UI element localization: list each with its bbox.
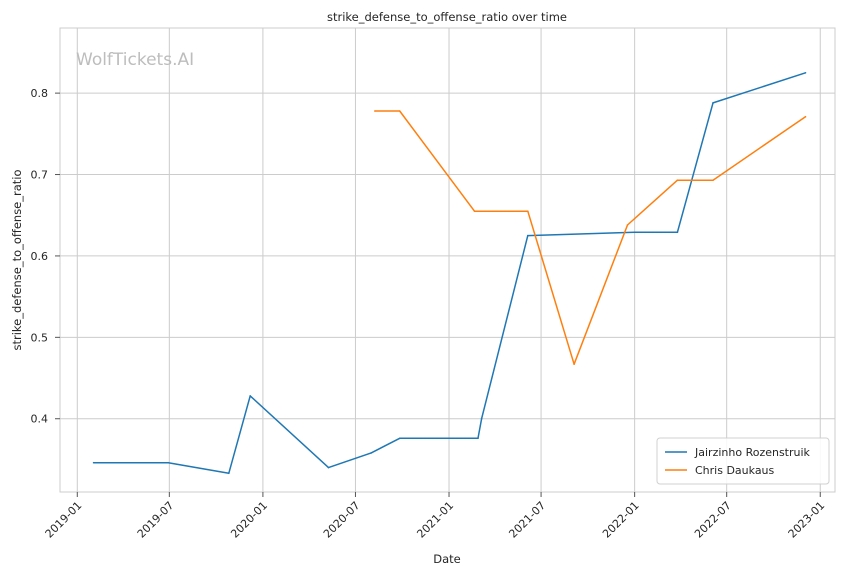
x-tick-label: 2022-07 [692,499,734,541]
data-point [633,231,636,234]
data-point [804,72,807,74]
data-point [167,461,170,464]
chart-title: strike_defense_to_offense_ratio over tim… [327,10,567,24]
data-point [626,224,629,226]
x-tick-label: 2021-07 [506,499,548,541]
legend-entry: Chris Daukaus [695,464,775,477]
series-line-1 [93,72,806,475]
data-point [398,437,401,440]
data-point [473,210,476,212]
data-point [374,110,376,112]
data-point [92,461,95,464]
y-tick-label: 0.4 [31,413,49,426]
y-tick-label: 0.8 [31,87,49,100]
y-axis-label: strike_defense_to_offense_ratio [10,169,24,350]
x-tick-label: 2019-07 [135,499,177,541]
x-tick-label: 2022-01 [600,499,642,541]
series-layer [92,72,807,475]
legend-box [656,437,830,485]
data-point [712,179,714,181]
x-tick-label: 2020-07 [321,499,363,541]
y-tick-label: 0.5 [31,331,49,344]
x-tick-label: 2023-01 [786,499,828,541]
data-point [527,234,529,237]
data-point [804,115,807,118]
data-point [228,472,230,475]
plot-area [59,27,836,493]
data-point [398,110,401,112]
y-axis: 0.4 0.5 0.6 0.7 0.8 [31,87,60,426]
data-point [370,452,373,454]
y-tick-label: 0.7 [31,169,49,182]
data-point [477,437,479,440]
data-point [573,363,575,366]
legend-entry: Jairzinho Rozenstruik [694,446,811,459]
data-point [480,417,483,420]
x-tick-label: 2019-01 [43,499,85,541]
x-tick-label: 2021-01 [414,499,456,541]
data-point [327,466,330,469]
x-axis-label: Date [433,552,461,566]
data-point [527,210,529,212]
legend: Jairzinho Rozenstruik Chris Daukaus [656,437,830,485]
data-point [249,395,251,397]
data-point [676,231,679,234]
data-point [676,179,679,181]
y-tick-label: 0.6 [31,250,49,263]
watermark: WolfTickets.AI [76,50,194,70]
x-tick-label: 2020-01 [228,499,270,541]
data-point [712,102,714,104]
x-axis: 2019-01 2019-07 2020-01 2020-07 2021-01 2021-… [43,492,828,541]
